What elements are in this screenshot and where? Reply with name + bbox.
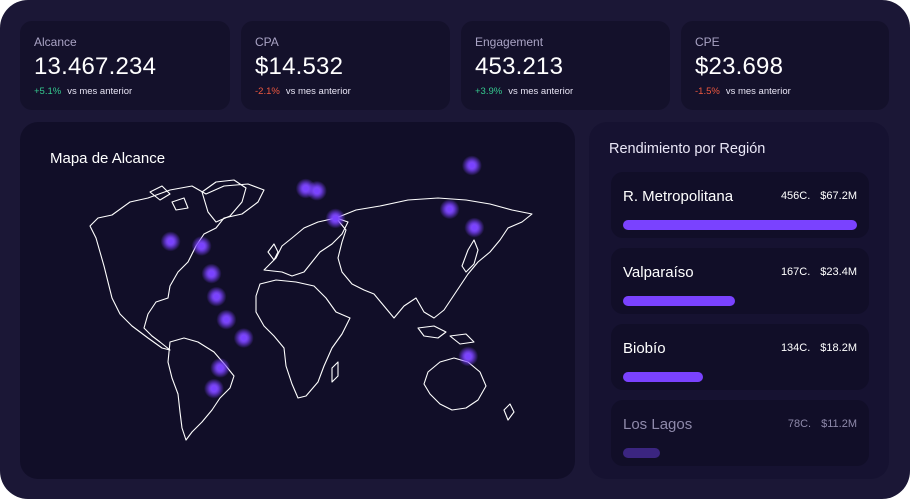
kpi-label: CPA — [255, 35, 279, 49]
britain-outline — [267, 243, 279, 261]
region-name: Biobío — [623, 340, 666, 357]
kpi-card-alcance[interactable]: Alcance 13.467.234 +5.1% vs mes anterior — [20, 21, 230, 110]
japan-outline — [461, 239, 479, 273]
kpi-delta: +5.1% — [34, 86, 62, 97]
hotspot-marker[interactable] — [471, 224, 478, 231]
region-row-valparaiso[interactable]: Valparaíso 167C. $23.4M — [611, 248, 869, 314]
hotspot-marker[interactable] — [465, 353, 472, 360]
north-america-outline — [89, 183, 265, 351]
region-name: Valparaíso — [623, 264, 694, 281]
kpi-value: $23.698 — [695, 53, 784, 80]
kpi-card-cpa[interactable]: CPA $14.532 -2.1% vs mes anterior — [241, 21, 450, 110]
kpi-delta-note: vs mes anterior — [67, 86, 133, 97]
world-map[interactable] — [20, 122, 575, 479]
region-row-biobio[interactable]: Biobío 134C. $18.2M — [611, 324, 869, 390]
kpi-delta-row: +5.1% vs mes anterior — [34, 86, 216, 97]
continent-outlines — [89, 179, 533, 441]
kpi-label: CPE — [695, 35, 720, 49]
region-row-los-lagos[interactable]: Los Lagos 78C. $11.2M — [611, 400, 869, 466]
kpi-delta: -2.1% — [255, 86, 280, 97]
region-progress-bar — [623, 448, 660, 458]
new-zealand-outline — [503, 403, 515, 421]
kpi-delta-note: vs mes anterior — [508, 86, 574, 97]
kpi-delta: +3.9% — [475, 86, 503, 97]
kpi-delta-row: -2.1% vs mes anterior — [255, 86, 436, 97]
kpi-value: $14.532 — [255, 53, 344, 80]
kpi-delta-note: vs mes anterior — [285, 86, 351, 97]
region-stats: 456C. $67.2M — [781, 190, 857, 202]
region-stats: 134C. $18.2M — [781, 342, 857, 354]
hotspot-marker[interactable] — [223, 316, 230, 323]
region-name: R. Metropolitana — [623, 188, 734, 205]
arctic-islands-outline — [149, 185, 189, 211]
kpi-delta: -1.5% — [695, 86, 720, 97]
map-title: Mapa de Alcance — [50, 150, 166, 167]
kpi-value: 13.467.234 — [34, 53, 157, 80]
madagascar-outline — [331, 361, 339, 383]
kpi-card-engagement[interactable]: Engagement 453.213 +3.9% vs mes anterior — [461, 21, 670, 110]
hotspot-marker[interactable] — [468, 162, 476, 169]
hotspot-marker[interactable] — [208, 270, 215, 277]
region-progress-bar — [623, 296, 735, 306]
region-amount: $11.2M — [821, 418, 857, 430]
kpi-delta-note: vs mes anterior — [725, 86, 791, 97]
asia-outline — [335, 197, 533, 319]
kpi-delta-row: +3.9% vs mes anterior — [475, 86, 656, 97]
region-progress-bar — [623, 372, 703, 382]
region-amount: $18.2M — [820, 342, 857, 354]
region-amount: $67.2M — [820, 190, 857, 202]
region-amount: $23.4M — [820, 266, 857, 278]
hotspot-marker[interactable] — [240, 334, 247, 342]
australia-outline — [423, 357, 487, 411]
kpi-label: Engagement — [475, 35, 544, 49]
hotspot-marker[interactable] — [446, 206, 453, 213]
hotspot-marker[interactable] — [213, 293, 220, 300]
region-count: 134C. — [780, 342, 811, 354]
kpi-value: 453.213 — [475, 53, 564, 80]
region-performance-card: Rendimiento por Región R. Metropolitana … — [589, 122, 889, 479]
region-progress-bar — [623, 220, 857, 230]
hotspot-marker[interactable] — [198, 242, 205, 250]
kpi-label: Alcance — [34, 35, 77, 49]
region-count: 78C. — [787, 418, 812, 430]
kpi-delta-row: -1.5% vs mes anterior — [695, 86, 875, 97]
hotspot-layer — [160, 155, 485, 399]
region-count: 456C. — [780, 190, 811, 202]
region-stats: 167C. $23.4M — [781, 266, 857, 278]
hotspot-marker[interactable] — [167, 238, 174, 245]
greenland-outline — [201, 179, 247, 223]
hotspot-marker[interactable] — [210, 385, 218, 392]
hotspot-marker[interactable] — [332, 215, 339, 222]
africa-outline — [255, 279, 351, 399]
region-count: 167C. — [780, 266, 811, 278]
hotspot-marker[interactable] — [217, 364, 224, 372]
south-america-outline — [167, 337, 235, 441]
kpi-card-cpe[interactable]: CPE $23.698 -1.5% vs mes anterior — [681, 21, 889, 110]
region-row-metropolitana[interactable]: R. Metropolitana 456C. $67.2M — [611, 172, 869, 238]
hotspot-marker[interactable] — [313, 187, 321, 194]
southeast-asia-islands-outline — [417, 325, 475, 345]
map-card: Mapa de Alcance — [20, 122, 575, 479]
region-panel-title: Rendimiento por Región — [609, 141, 766, 157]
region-stats: 78C. $11.2M — [788, 418, 857, 430]
region-name: Los Lagos — [623, 416, 693, 433]
